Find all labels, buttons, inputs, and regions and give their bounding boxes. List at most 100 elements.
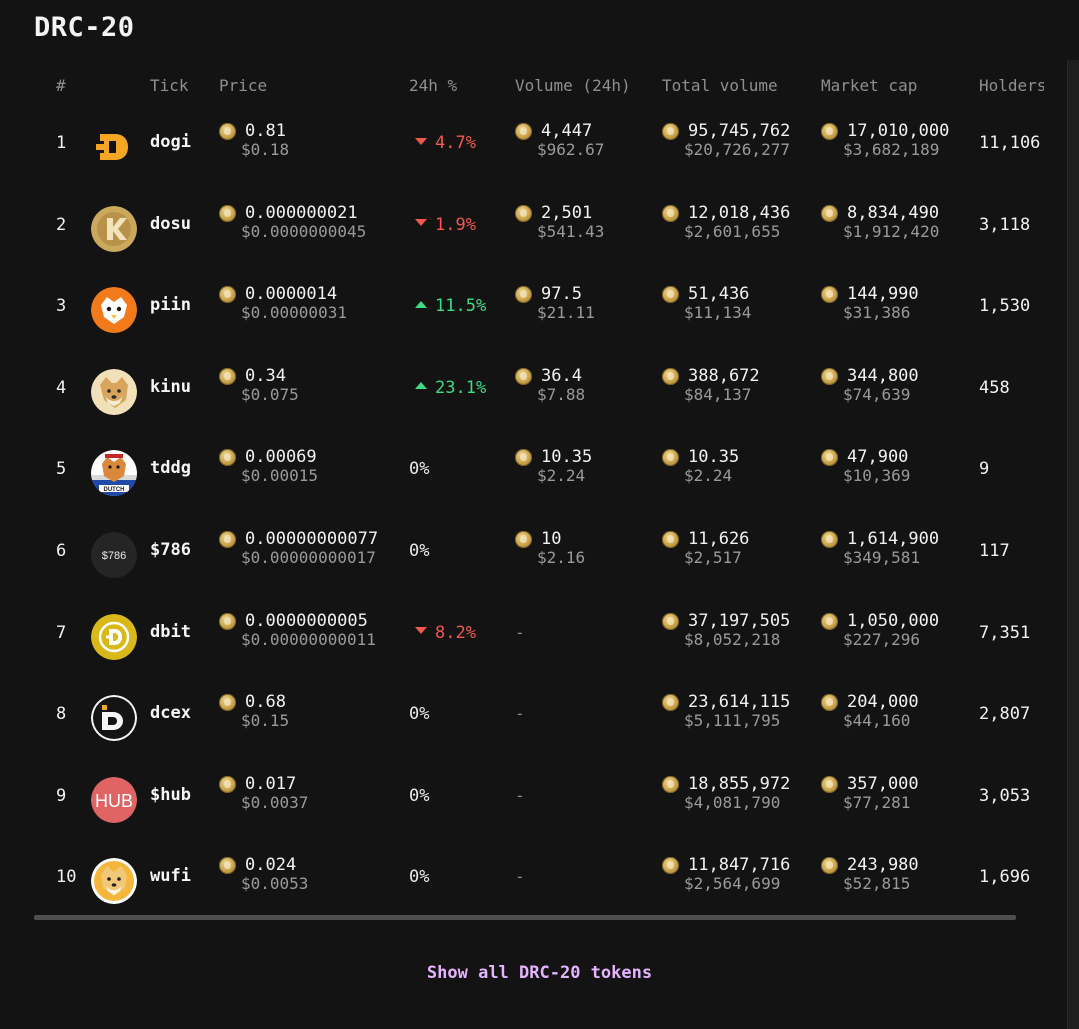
doge-coin-icon [821,204,838,222]
row-rank: 9 [56,785,67,806]
market-cap-value: 17,010,000 [847,121,950,141]
table-row[interactable]: 7 dbit 0.0000000005 $0.00000000011 8.2% - … [34,595,1044,677]
market-cap-cell: 47,900 $10,369 [821,447,910,485]
price-cell: 0.00069 $0.00015 [219,447,318,485]
doge-coin-icon [219,694,236,712]
table-row[interactable]: 6 $786 $786 0.00000000077 $0.00000000017 0… [34,513,1044,595]
change-24h: 0% [409,785,430,806]
token-tick[interactable]: piin [150,295,191,316]
change-24h-cell: 11.5% [415,296,486,316]
holders-count: 117 [979,541,1010,561]
column-header-market-cap[interactable]: Market cap [821,76,918,95]
row-rank: 8 [56,704,67,725]
table-row[interactable]: 5 DUTCH tddg 0.00069 $0.00015 0% 10.35 $2.… [34,431,1044,513]
doge-coin-icon [662,123,679,140]
token-tick[interactable]: wufi [150,866,191,887]
price-value: 0.34 [245,365,286,386]
doge-coin-icon [662,775,679,793]
price-usd-value: $0.00015 [241,466,319,486]
volume-24h-value: 97.5 [541,284,582,305]
786-token-logo[interactable]: $786 [91,532,137,578]
column-header-volume[interactable]: Volume (24h) [515,76,631,95]
table-row[interactable]: 1 dogi 0.81 $0.18 4.7% 4,447 $962.67 95,7… [34,105,1044,187]
volume-24h-usd-value: $7.88 [537,384,586,404]
tddg-token-logo[interactable]: DUTCH [91,450,137,497]
dosu-token-logo[interactable] [91,205,137,252]
column-header-change[interactable]: 24h % [409,76,458,95]
market-cap-value: 204,000 [847,692,919,713]
holders-count: 1,696 [979,867,1031,888]
doge-coin-icon [219,612,236,630]
triangle-down-icon [415,627,427,635]
market-cap-cell: 1,614,900 $349,581 [821,529,939,567]
table-row[interactable]: 3 piin 0.0000014 $0.00000031 11.5% 97.5 $… [34,268,1044,350]
token-tick[interactable]: dbit [150,621,191,642]
holders-count: 2,807 [979,704,1031,725]
volume-24h-cell: 4,447 $962.67 [515,121,604,159]
token-tick[interactable]: dcex [150,703,191,724]
table-row[interactable]: 4 kinu 0.34 $0.075 23.1% 36.4 $7.88 388,6… [34,350,1044,432]
table-row[interactable]: 10 wufi 0.024 $0.0053 0% - 11,847,716 $2,5… [34,839,1044,914]
token-tick[interactable]: $786 [150,540,191,560]
doge-coin-icon [219,367,236,385]
doge-coin-icon [219,204,236,222]
doge-coin-icon [515,286,532,304]
column-header-total-volume[interactable]: Total volume [662,76,778,95]
holders-count: 1,530 [979,296,1031,317]
token-tick[interactable]: dosu [150,213,191,234]
total-volume-value: 23,614,115 [688,692,791,713]
total-volume-cell: 11,847,716 $2,564,699 [662,855,790,893]
dogi-token-logo[interactable] [91,124,137,170]
doge-coin-icon [219,857,236,875]
table-row[interactable]: 8 dcex 0.68 $0.15 0% - 23,614,115 $5,111,7… [34,676,1044,758]
total-volume-usd-value: $20,726,277 [684,140,790,159]
volume-24h-empty: - [515,785,525,805]
price-cell: 0.0000014 $0.00000031 [219,284,347,322]
price-cell: 0.017 $0.0037 [219,774,308,812]
hub-token-logo[interactable]: HUB [91,776,137,823]
column-header-holders[interactable]: Holders [979,76,1044,95]
row-rank: 4 [56,377,67,398]
total-volume-cell: 37,197,505 $8,052,218 [662,611,790,649]
table-row[interactable]: 2 dosu 0.000000021 $0.0000000045 1.9% 2,5… [34,187,1044,269]
change-24h: 4.7% [435,133,476,153]
market-cap-cell: 1,050,000 $227,296 [821,611,939,649]
dcex-token-logo[interactable] [91,695,137,742]
piin-token-logo[interactable] [91,287,137,334]
holders-count: 9 [979,459,990,480]
token-tick[interactable]: dogi [150,132,191,152]
change-24h: 1.9% [435,214,476,235]
volume-24h-value: 10.35 [541,447,593,468]
total-volume-cell: 95,745,762 $20,726,277 [662,121,790,159]
column-header-tick[interactable]: Tick [150,76,189,95]
horizontal-scrollbar[interactable] [34,915,1016,920]
market-cap-value: 8,834,490 [847,202,940,223]
total-volume-usd-value: $84,137 [684,384,752,404]
kinu-token-logo[interactable] [91,368,137,415]
show-all-tokens-link[interactable]: Show all DRC-20 tokens [426,963,653,983]
doge-coin-icon [219,449,236,467]
dbit-token-logo[interactable] [91,613,137,660]
total-volume-usd-value: $11,134 [684,303,752,323]
volume-24h-cell: 36.4 $7.88 [515,366,585,404]
token-tick[interactable]: tddg [150,458,191,479]
market-cap-usd-value: $3,682,189 [843,140,940,159]
total-volume-value: 11,847,716 [688,855,791,876]
doge-coin-icon [662,367,679,385]
svg-text:DUTCH: DUTCH [104,487,125,493]
volume-24h-usd-value: $541.43 [537,221,605,241]
doge-coin-icon [662,694,679,712]
token-tick[interactable]: $hub [150,784,191,805]
market-cap-usd-value: $31,386 [843,303,911,323]
holders-count: 3,053 [979,785,1031,806]
price-value: 0.017 [245,773,297,794]
wufi-token-logo[interactable] [91,858,137,905]
volume-24h-value: 2,501 [541,202,593,223]
token-tick[interactable]: kinu [150,376,191,397]
doge-coin-icon [821,612,838,630]
market-cap-usd-value: $52,815 [843,874,911,894]
table-row[interactable]: 9 HUB $hub 0.017 $0.0037 0% - 18,855,972 $4… [34,758,1044,840]
total-volume-usd-value: $4,081,790 [684,792,781,812]
doge-coin-icon [662,449,679,467]
column-header-price[interactable]: Price [219,76,268,95]
